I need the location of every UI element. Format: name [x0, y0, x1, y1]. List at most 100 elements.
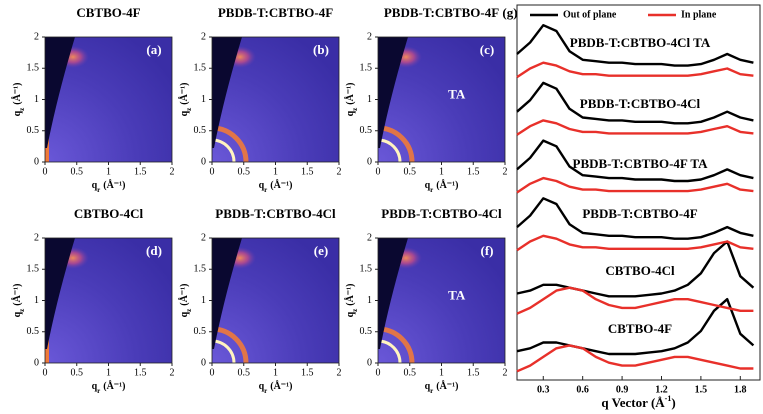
label-part: (Å⁻¹)	[103, 380, 125, 392]
x-axis-label: qr (Å⁻¹)	[425, 380, 459, 394]
label-part: q	[179, 110, 190, 116]
x-tick-label: 0.5	[238, 166, 251, 177]
y-tick-label: 0	[34, 156, 39, 167]
x-tick-label: 1	[106, 166, 111, 177]
y-tick-label: 1.5	[360, 63, 373, 74]
panel-letter: (f)	[481, 243, 494, 258]
y-tick-label: 0	[201, 156, 206, 167]
heatmap-image	[212, 238, 339, 363]
legend-label: In plane	[681, 9, 717, 20]
y-tick-label: 2	[201, 232, 206, 243]
x-tick-label: 0.9	[616, 384, 629, 395]
y-tick-label: 1	[367, 94, 372, 105]
y-tick-label: 0.5	[194, 125, 207, 136]
panel-letter: (d)	[146, 243, 162, 258]
panel-title: PBDB-T:CBTBO-4Cl	[381, 206, 502, 221]
x-tick-label: 0	[376, 367, 381, 378]
profile-label: PBDB-T:CBTBO-4Cl TA	[570, 35, 711, 50]
y-tick-label: 0.5	[194, 326, 207, 337]
profile-label: PBDB-T:CBTBO-4F TA	[573, 156, 709, 171]
profile-line	[516, 240, 755, 298]
y-tick-label: 0	[34, 357, 39, 368]
y-tick-label: 2	[367, 31, 372, 42]
annotation: TA	[448, 87, 466, 102]
heatmap-image	[45, 37, 172, 162]
y-tick-label: 0	[367, 357, 372, 368]
y-tick-label: 1	[201, 94, 206, 105]
label-part: z	[185, 108, 193, 111]
profile-line	[516, 344, 754, 373]
y-tick-label: 1.5	[194, 63, 207, 74]
x-tick-label: 1.5	[467, 166, 480, 177]
y-axis-label: qz (Å⁻¹)	[344, 284, 358, 318]
profile-label: CBTBO-4F	[608, 321, 672, 336]
y-tick-label: 0.5	[360, 326, 373, 337]
profile-line	[516, 24, 754, 67]
panel-letter: (g)	[502, 5, 517, 20]
label-part: q Vector	[601, 395, 651, 410]
label-part: (Å⁻¹)	[436, 179, 458, 191]
profile-line	[516, 61, 754, 79]
profile-line	[516, 119, 754, 136]
x-tick-label: 1	[106, 367, 111, 378]
x-tick-label: 2	[170, 166, 175, 177]
label-part: )	[671, 395, 675, 410]
y-tick-label: 2	[367, 232, 372, 243]
x-tick-label: 1.5	[134, 367, 147, 378]
x-tick-label: 2	[170, 367, 175, 378]
y-tick-label: 0.5	[27, 125, 40, 136]
y-axis-label: qz (Å⁻¹)	[11, 284, 25, 318]
x-tick-label: 1	[273, 166, 278, 177]
label-part: r	[264, 387, 267, 395]
panel-letter: (e)	[314, 243, 328, 258]
missing-wedge	[378, 238, 408, 349]
x-tick-label: 0.3	[537, 384, 550, 395]
x-tick-label: 1.5	[695, 384, 708, 395]
label-part: (Å⁻¹)	[270, 380, 292, 392]
label-part: q	[425, 180, 431, 191]
profile-line	[516, 298, 755, 356]
label-part: r	[430, 186, 433, 194]
profile-label: PBDB-T:CBTBO-4Cl	[580, 96, 701, 111]
x-tick-label: 0.5	[238, 367, 251, 378]
x-tick-label: 0	[210, 166, 215, 177]
profile-label: CBTBO-4Cl	[605, 263, 675, 278]
legend-label: Out of plane	[563, 9, 617, 20]
panel-letter: (c)	[480, 42, 494, 57]
y-tick-label: 1	[34, 94, 39, 105]
x-tick-label: 1	[439, 166, 444, 177]
profile-line	[516, 197, 754, 240]
label-part: r	[264, 186, 267, 194]
panel-title: CBTBO-4F	[76, 5, 140, 20]
x-tick-label: 1	[439, 367, 444, 378]
missing-wedge	[212, 37, 242, 148]
y-tick-label: 1	[201, 295, 206, 306]
label-part: z	[351, 309, 359, 312]
panel-letter: (a)	[146, 42, 161, 57]
y-tick-label: 0.5	[360, 125, 373, 136]
x-tick-label: 0.6	[576, 384, 589, 395]
x-tick-label: 2	[503, 166, 508, 177]
y-axis-label: qz (Å⁻¹)	[178, 83, 192, 117]
annotation: TA	[448, 288, 466, 303]
x-axis-label: qr (Å⁻¹)	[259, 380, 293, 394]
x-tick-label: 0	[43, 367, 48, 378]
y-tick-label: 0	[201, 357, 206, 368]
missing-wedge	[45, 37, 75, 148]
label-part: (Å⁻¹)	[436, 380, 458, 392]
label-part: q	[345, 110, 356, 116]
missing-wedge	[378, 37, 408, 148]
x-axis-label: qr (Å⁻¹)	[92, 179, 126, 193]
label-part: q	[259, 381, 265, 392]
label-part: (Å⁻¹)	[11, 83, 23, 105]
y-axis-label: qz (Å⁻¹)	[344, 83, 358, 117]
y-tick-label: 1	[34, 295, 39, 306]
label-part: r	[97, 387, 100, 395]
label-part: (Å	[651, 395, 665, 410]
panel-title: PBDB-T:CBTBO-4F	[218, 5, 333, 20]
y-tick-label: 0	[367, 156, 372, 167]
x-tick-label: 1.5	[467, 367, 480, 378]
label-part: z	[351, 108, 359, 111]
label-part: q	[92, 180, 98, 191]
panel-title: CBTBO-4Cl	[74, 206, 144, 221]
